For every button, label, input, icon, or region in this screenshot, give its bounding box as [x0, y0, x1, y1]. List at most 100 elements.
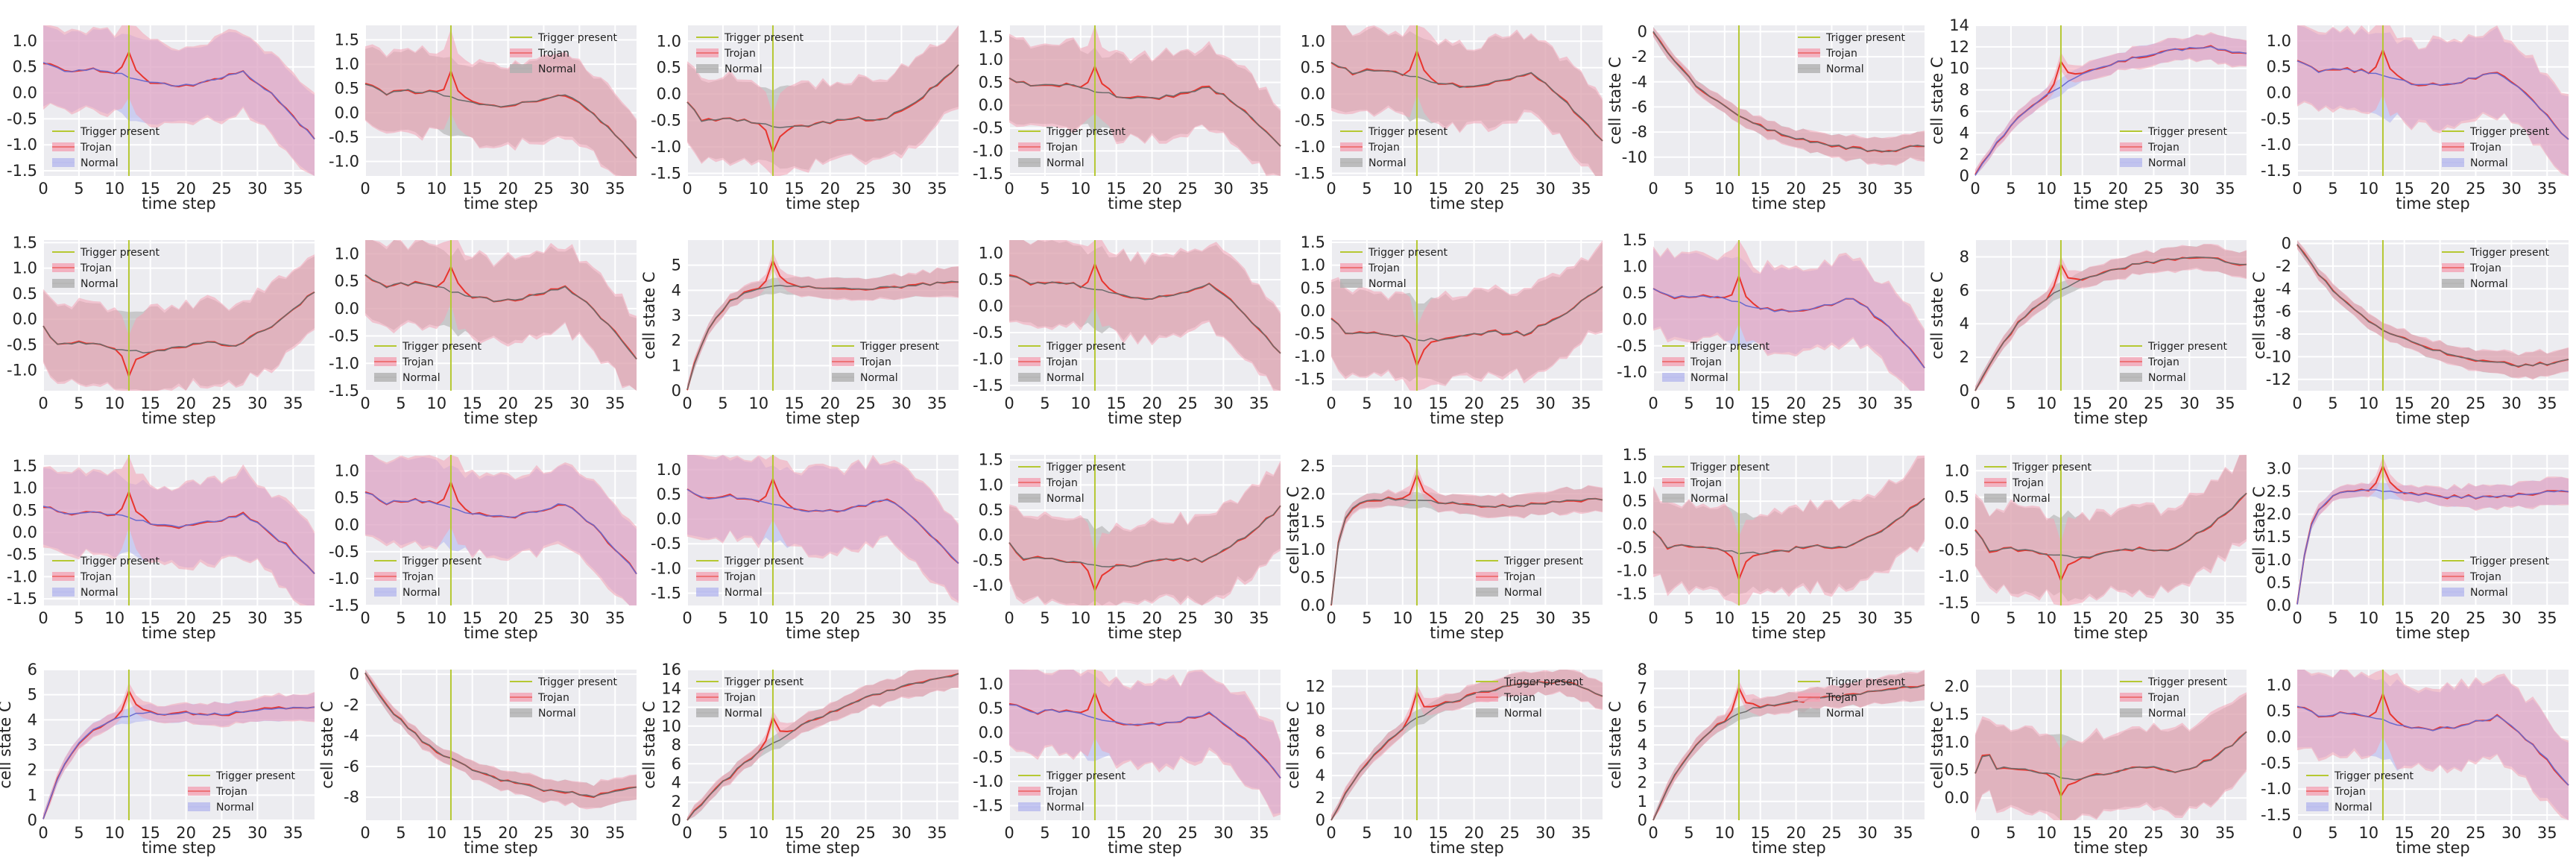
x-tick-label: 25	[2466, 609, 2486, 627]
legend: Trigger present Trojan Normal	[52, 556, 160, 599]
normal-line	[686, 64, 959, 128]
y-tick-label: 1.0	[1301, 257, 1325, 274]
x-tick-label: 30	[569, 824, 590, 842]
trojan-band	[2297, 670, 2569, 820]
legend-normal-label: Normal	[2470, 278, 2508, 290]
y-tick-label: -1.0	[651, 138, 681, 156]
x-axis-label: time step	[142, 839, 216, 857]
x-tick-label: 20	[2108, 394, 2128, 412]
x-tick-label: 5	[1684, 180, 1693, 198]
x-tick-label: 30	[1857, 609, 1878, 627]
legend: Trigger present Trojan Normal	[1018, 126, 1126, 169]
y-tick-label: -0.5	[973, 748, 1003, 766]
legend: Trigger present Trojan Normal	[1476, 556, 1583, 599]
normal-line	[42, 706, 315, 819]
x-tick-label: 0	[1970, 824, 1980, 842]
y-tick-label: -8	[344, 788, 359, 806]
x-tick-label: 5	[2006, 824, 2015, 842]
legend-trojan-label: Trojan	[2147, 692, 2179, 704]
trojan-band	[43, 456, 315, 605]
y-tick-label: 0.5	[979, 271, 1003, 289]
x-axis-label: time step	[1108, 409, 1182, 427]
legend-trigger-label: Trigger present	[724, 32, 804, 44]
x-tick-label: 30	[247, 394, 268, 412]
x-tick-label: 0	[2292, 609, 2302, 627]
legend-normal-label: Normal	[1046, 372, 1085, 384]
x-tick-label: 15	[1750, 824, 1770, 842]
x-axis-label: time step	[142, 409, 216, 427]
y-tick-label: 1.5	[1623, 446, 1647, 464]
x-tick-label: 10	[2036, 394, 2056, 412]
y-tick-label: -4	[2276, 280, 2291, 298]
x-tick-label: 15	[1750, 180, 1770, 198]
subplot-13: -1.5 -1.0 -0.5 0.0 0.5 1.0 1.5 0 5 10 15 20 25 30 35 ti…	[1295, 233, 1603, 427]
legend-trigger-label: Trigger present	[724, 556, 804, 567]
trojan-band	[687, 455, 959, 603]
legend-trigger-label: Trigger present	[2012, 462, 2092, 473]
trojan-band	[687, 25, 959, 176]
y-tick-label: 1.0	[979, 476, 1003, 494]
x-tick-label: 20	[1464, 609, 1484, 627]
y-tick-label: -1.5	[329, 382, 359, 400]
x-tick-label: 30	[891, 180, 912, 198]
y-tick-label: -1.5	[973, 796, 1003, 814]
y-tick-label: 4	[672, 281, 681, 299]
y-tick-label: 0.5	[13, 285, 37, 303]
x-tick-label: 0	[682, 609, 692, 627]
legend-trigger-label: Trigger present	[1825, 32, 1905, 44]
trojan-band	[1009, 25, 1281, 176]
y-tick-label: -1.5	[973, 165, 1003, 183]
y-tick-label: -1.5	[329, 597, 359, 614]
x-tick-label: 15	[1750, 394, 1770, 412]
y-tick-label: 0.0	[979, 96, 1003, 114]
subplot-12: -1.5 -1.0 -0.5 0.0 0.5 1.0 0 5 10 15 20 25 30 35 time …	[973, 240, 1281, 427]
x-tick-label: 35	[2537, 180, 2557, 198]
x-tick-label: 10	[426, 609, 446, 627]
x-tick-label: 0	[2292, 394, 2302, 412]
y-tick-label: 0.0	[657, 85, 681, 103]
legend-trojan-label: Trojan	[2334, 786, 2366, 798]
y-tick-label: -1.5	[2261, 162, 2291, 180]
x-tick-label: 0	[1004, 824, 1014, 842]
x-tick-label: 10	[2036, 180, 2056, 198]
x-tick-label: 20	[2108, 180, 2128, 198]
y-tick-label: 2.0	[1945, 677, 1969, 695]
y-tick-label: 0.5	[2267, 58, 2291, 76]
x-tick-label: 0	[2292, 180, 2302, 198]
legend-trigger-label: Trigger present	[1046, 341, 1126, 353]
x-tick-label: 5	[1684, 394, 1693, 412]
y-tick-label: -0.5	[973, 551, 1003, 569]
x-tick-label: 10	[748, 824, 768, 842]
x-tick-label: 15	[462, 609, 482, 627]
trojan-band	[1009, 240, 1281, 391]
y-tick-label: 4	[28, 711, 37, 729]
subplot-6: -10 -8 -6 -4 -2 0 0 5 10 15 20 25 30 35 time step cell …	[1606, 22, 1925, 213]
x-tick-label: 35	[1249, 394, 1269, 412]
legend-normal-label: Normal	[2012, 493, 2051, 505]
trojan-band	[365, 240, 637, 391]
x-tick-label: 15	[784, 824, 804, 842]
y-tick-label: 10	[1305, 699, 1325, 717]
legend-trigger-label: Trigger present	[1503, 556, 1583, 567]
y-tick-label: 5	[28, 686, 37, 704]
y-axis-label: cell state C	[1928, 701, 1946, 788]
x-axis-label: time step	[1108, 624, 1182, 642]
x-tick-label: 5	[74, 180, 83, 198]
x-tick-label: 10	[1070, 609, 1090, 627]
x-tick-label: 15	[784, 180, 804, 198]
x-tick-label: 25	[2466, 180, 2486, 198]
legend-trojan-label: Trojan	[402, 571, 434, 583]
x-tick-label: 5	[718, 394, 727, 412]
y-tick-label: -1.0	[1617, 363, 1647, 381]
x-tick-label: 5	[1040, 180, 1049, 198]
y-tick-label: 5	[672, 257, 681, 274]
trojan-band	[1653, 27, 1925, 166]
x-tick-label: 10	[1392, 824, 1412, 842]
y-tick-label: 1.0	[13, 479, 37, 497]
legend-normal-label: Normal	[402, 587, 441, 599]
y-tick-label: 1.0	[979, 245, 1003, 262]
y-tick-label: 1.0	[335, 462, 359, 480]
y-tick-label: 1.5	[979, 28, 1003, 45]
legend-trigger-label: Trigger present	[1690, 341, 1770, 353]
